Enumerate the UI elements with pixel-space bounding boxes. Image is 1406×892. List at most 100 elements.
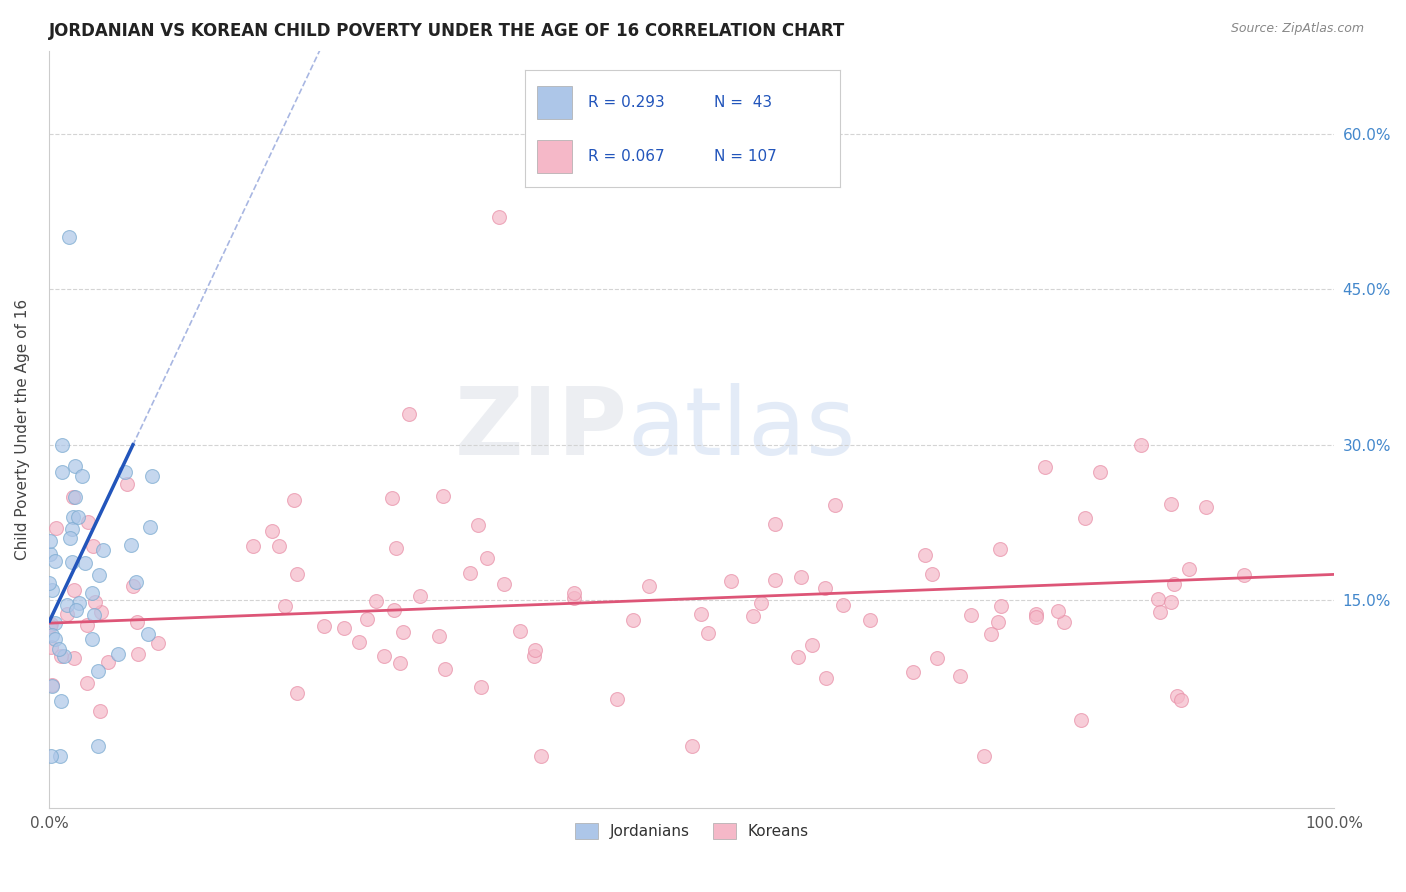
Point xyxy=(433,662,456,676)
Point xyxy=(621,613,644,627)
Point xyxy=(52,648,75,663)
Point xyxy=(58,230,80,244)
Point xyxy=(314,619,336,633)
Point xyxy=(41,748,63,763)
Point xyxy=(267,539,290,553)
Point xyxy=(107,647,129,661)
Point xyxy=(80,632,103,647)
Point xyxy=(1178,562,1201,576)
Point xyxy=(121,579,143,593)
Point xyxy=(63,458,86,473)
Point xyxy=(115,476,138,491)
Point xyxy=(84,595,107,609)
Point xyxy=(87,665,110,679)
Point xyxy=(986,615,1008,629)
Point xyxy=(41,628,63,642)
Point xyxy=(763,516,786,531)
Point xyxy=(49,649,72,664)
Point xyxy=(90,606,112,620)
Point xyxy=(60,522,83,536)
Point xyxy=(408,589,430,603)
Point xyxy=(82,586,104,600)
Point xyxy=(285,567,308,582)
Point xyxy=(287,686,309,700)
Point xyxy=(44,615,66,630)
Point xyxy=(70,469,93,483)
Point xyxy=(125,615,148,629)
Point xyxy=(1163,576,1185,591)
Point xyxy=(347,634,370,648)
Point xyxy=(475,551,498,566)
Point xyxy=(67,510,90,524)
Point xyxy=(787,649,810,664)
Point xyxy=(382,603,405,617)
Point xyxy=(467,518,489,533)
Point xyxy=(139,520,162,534)
Point xyxy=(381,491,404,505)
Point xyxy=(60,555,83,569)
Point xyxy=(925,651,948,665)
Point xyxy=(76,516,98,530)
Point xyxy=(82,539,104,553)
Point xyxy=(1070,713,1092,727)
Point xyxy=(87,739,110,753)
Point xyxy=(38,575,60,590)
Point xyxy=(901,665,924,679)
Point xyxy=(242,539,264,553)
Point xyxy=(690,607,713,621)
Point xyxy=(59,531,82,545)
Text: ZIP: ZIP xyxy=(454,384,627,475)
Point xyxy=(1088,465,1111,479)
Point xyxy=(523,648,546,663)
Point xyxy=(1130,438,1153,452)
Point xyxy=(988,541,1011,556)
Point xyxy=(470,680,492,694)
Point xyxy=(67,596,90,610)
Point xyxy=(789,570,811,584)
Point xyxy=(980,627,1002,641)
Point xyxy=(509,624,531,638)
Point xyxy=(488,210,510,224)
Point xyxy=(960,608,983,623)
Point xyxy=(1160,595,1182,609)
Point xyxy=(76,676,98,690)
Point xyxy=(1166,689,1188,703)
Point xyxy=(48,641,70,656)
Point xyxy=(681,739,703,753)
Point xyxy=(1146,591,1168,606)
Point xyxy=(73,556,96,570)
Point xyxy=(637,579,659,593)
Point xyxy=(921,567,943,582)
Point xyxy=(831,598,853,612)
Point xyxy=(76,617,98,632)
Point xyxy=(914,548,936,562)
Point xyxy=(97,655,120,669)
Point xyxy=(136,627,159,641)
Point xyxy=(45,521,67,535)
Point xyxy=(1149,606,1171,620)
Point xyxy=(530,748,553,763)
Point xyxy=(524,642,547,657)
Point xyxy=(83,607,105,622)
Point xyxy=(41,582,63,597)
Point xyxy=(949,669,972,683)
Y-axis label: Child Poverty Under the Age of 16: Child Poverty Under the Age of 16 xyxy=(15,299,30,560)
Point xyxy=(62,490,84,504)
Point xyxy=(125,575,148,590)
Point xyxy=(492,576,515,591)
Point xyxy=(1170,693,1192,707)
Point xyxy=(696,625,718,640)
Text: JORDANIAN VS KOREAN CHILD POVERTY UNDER THE AGE OF 16 CORRELATION CHART: JORDANIAN VS KOREAN CHILD POVERTY UNDER … xyxy=(49,22,845,40)
Point xyxy=(1033,460,1056,475)
Point xyxy=(814,581,837,595)
Point xyxy=(260,524,283,538)
Point xyxy=(333,621,356,635)
Point xyxy=(1047,604,1070,618)
Point xyxy=(398,407,420,421)
Point xyxy=(63,651,86,665)
Point xyxy=(1025,610,1047,624)
Point xyxy=(148,636,170,650)
Point xyxy=(39,617,62,632)
Point xyxy=(91,543,114,558)
Point xyxy=(39,640,62,654)
